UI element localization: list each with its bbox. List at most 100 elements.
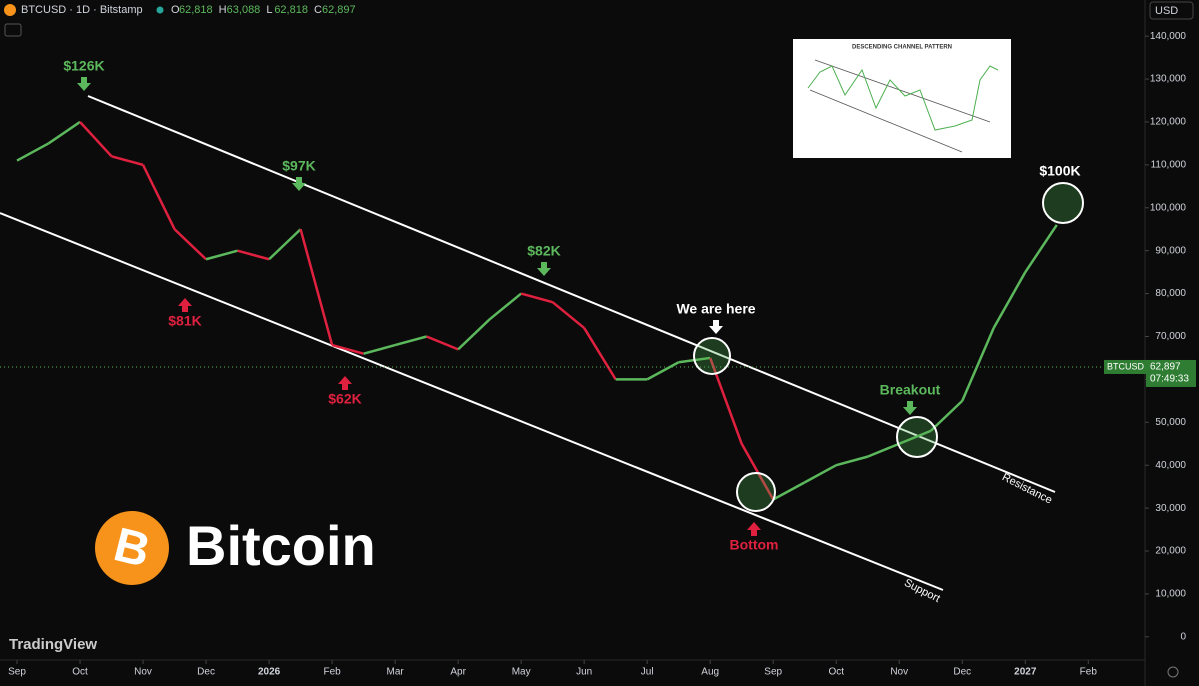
- price-segment: [47, 120, 81, 145]
- price-segment: [457, 318, 491, 351]
- price-segment: [551, 301, 585, 329]
- x-tick-label: Aug: [701, 667, 719, 678]
- arrow: [747, 522, 761, 536]
- ohlc-key: O: [171, 4, 180, 16]
- support-line: [0, 212, 944, 591]
- annotation: Bottom: [730, 537, 779, 553]
- x-tick-label: Jul: [641, 667, 654, 678]
- x-tick-label: May: [512, 667, 531, 678]
- annotation: $100K: [1039, 163, 1080, 179]
- ohlc-value: 63,088: [227, 4, 261, 16]
- status-dot: [156, 6, 164, 14]
- price-segment: [111, 155, 144, 167]
- annotation: $82K: [527, 243, 560, 259]
- price-segment: [929, 399, 964, 432]
- arrow: [178, 298, 192, 312]
- price-segment: [772, 481, 806, 501]
- countdown: 07:49:33: [1150, 374, 1189, 385]
- currency[interactable]: USD: [1155, 5, 1178, 17]
- x-tick-label: Nov: [134, 667, 152, 678]
- x-tick-label: Oct: [72, 667, 88, 678]
- price-segment: [520, 292, 553, 304]
- price-segment: [331, 343, 364, 355]
- brand-name: Bitcoin: [186, 514, 376, 577]
- x-tick-label: Sep: [764, 667, 782, 678]
- currency-box[interactable]: [1149, 1, 1194, 20]
- price-segment: [141, 164, 176, 230]
- inset-title: DESCENDING CHANNEL PATTERN: [852, 45, 952, 51]
- collapse-button[interactable]: [4, 23, 22, 37]
- price-segment: [583, 327, 617, 381]
- price-segment: [740, 443, 775, 501]
- x-tick-label: Apr: [450, 667, 466, 678]
- y-tick-label: 100,000: [1150, 202, 1187, 213]
- y-tick-label: 120,000: [1150, 117, 1187, 128]
- annotation: $126K: [63, 58, 104, 74]
- y-tick-label: 70,000: [1155, 331, 1186, 342]
- price-segment: [16, 142, 50, 162]
- last-price-tag: [1104, 359, 1146, 374]
- bitcoin-logo: [95, 511, 169, 585]
- ohlc-value: 62,818: [274, 4, 308, 16]
- annotation: $97K: [282, 158, 315, 174]
- y-tick-label: 30,000: [1155, 503, 1186, 514]
- annotation: $81K: [168, 313, 201, 329]
- price-segment: [268, 228, 302, 261]
- y-tick-label: 90,000: [1155, 245, 1186, 256]
- y-tick-label: 140,000: [1150, 31, 1187, 42]
- price-segment: [299, 228, 334, 346]
- arrow: [338, 376, 352, 390]
- y-tick-label: 40,000: [1155, 460, 1186, 471]
- price-segment: [961, 327, 995, 402]
- price-segment: [992, 271, 1027, 329]
- y-tick-label: 0: [1180, 631, 1186, 642]
- highlight-circle: [1042, 182, 1084, 224]
- y-tick-label: 10,000: [1155, 589, 1186, 600]
- x-tick-label: Dec: [197, 667, 215, 678]
- price-segment: [173, 228, 207, 261]
- resistance-line: [87, 95, 1056, 493]
- highlight-circle: [896, 416, 938, 458]
- y-tick-label: 20,000: [1155, 546, 1186, 557]
- annotation: Breakout: [880, 382, 941, 398]
- annotation: $62K: [328, 391, 361, 407]
- settings-button[interactable]: [1167, 666, 1179, 678]
- price-segment: [804, 464, 837, 484]
- price-segment: [363, 343, 396, 355]
- y-tick-label: 50,000: [1155, 417, 1186, 428]
- ohlc-key: H: [219, 4, 227, 16]
- inset-line: [814, 59, 991, 123]
- last-price-box: [1146, 359, 1196, 387]
- x-tick-label: Feb: [1080, 667, 1098, 678]
- price-segment: [79, 121, 113, 158]
- symbol-icon: [4, 4, 16, 16]
- last-price-label: 62,897: [1150, 362, 1181, 373]
- price-segment: [898, 429, 932, 445]
- symbol: BTCUSD · 1D · Bitstamp: [21, 4, 143, 16]
- price-segment: [867, 442, 900, 458]
- watermark: TradingView: [9, 636, 97, 653]
- y-tick-label: 110,000: [1151, 160, 1187, 171]
- x-tick-label: Sep: [8, 667, 26, 678]
- x-tick-label: 2027: [1014, 667, 1037, 678]
- y-tick-label: 130,000: [1150, 74, 1187, 85]
- inset-image: [793, 39, 1011, 158]
- price-segment: [426, 335, 459, 351]
- price-segment: [835, 455, 869, 467]
- arrow: [537, 262, 551, 276]
- price-segment: [646, 361, 680, 381]
- price-segment: [394, 335, 427, 347]
- y-tick-label: 80,000: [1155, 288, 1186, 299]
- x-tick-label: Oct: [828, 667, 844, 678]
- ohlc-key: C: [314, 4, 322, 16]
- x-tick-label: Dec: [953, 667, 971, 678]
- last-price-name: BTCUSD: [1107, 361, 1145, 371]
- price-segment: [205, 249, 238, 261]
- x-tick-label: Nov: [890, 667, 908, 678]
- x-tick-label: 2026: [258, 667, 281, 678]
- annotation: We are here: [676, 301, 755, 317]
- arrow: [903, 401, 917, 415]
- ohlc-value: 62,818: [179, 4, 213, 16]
